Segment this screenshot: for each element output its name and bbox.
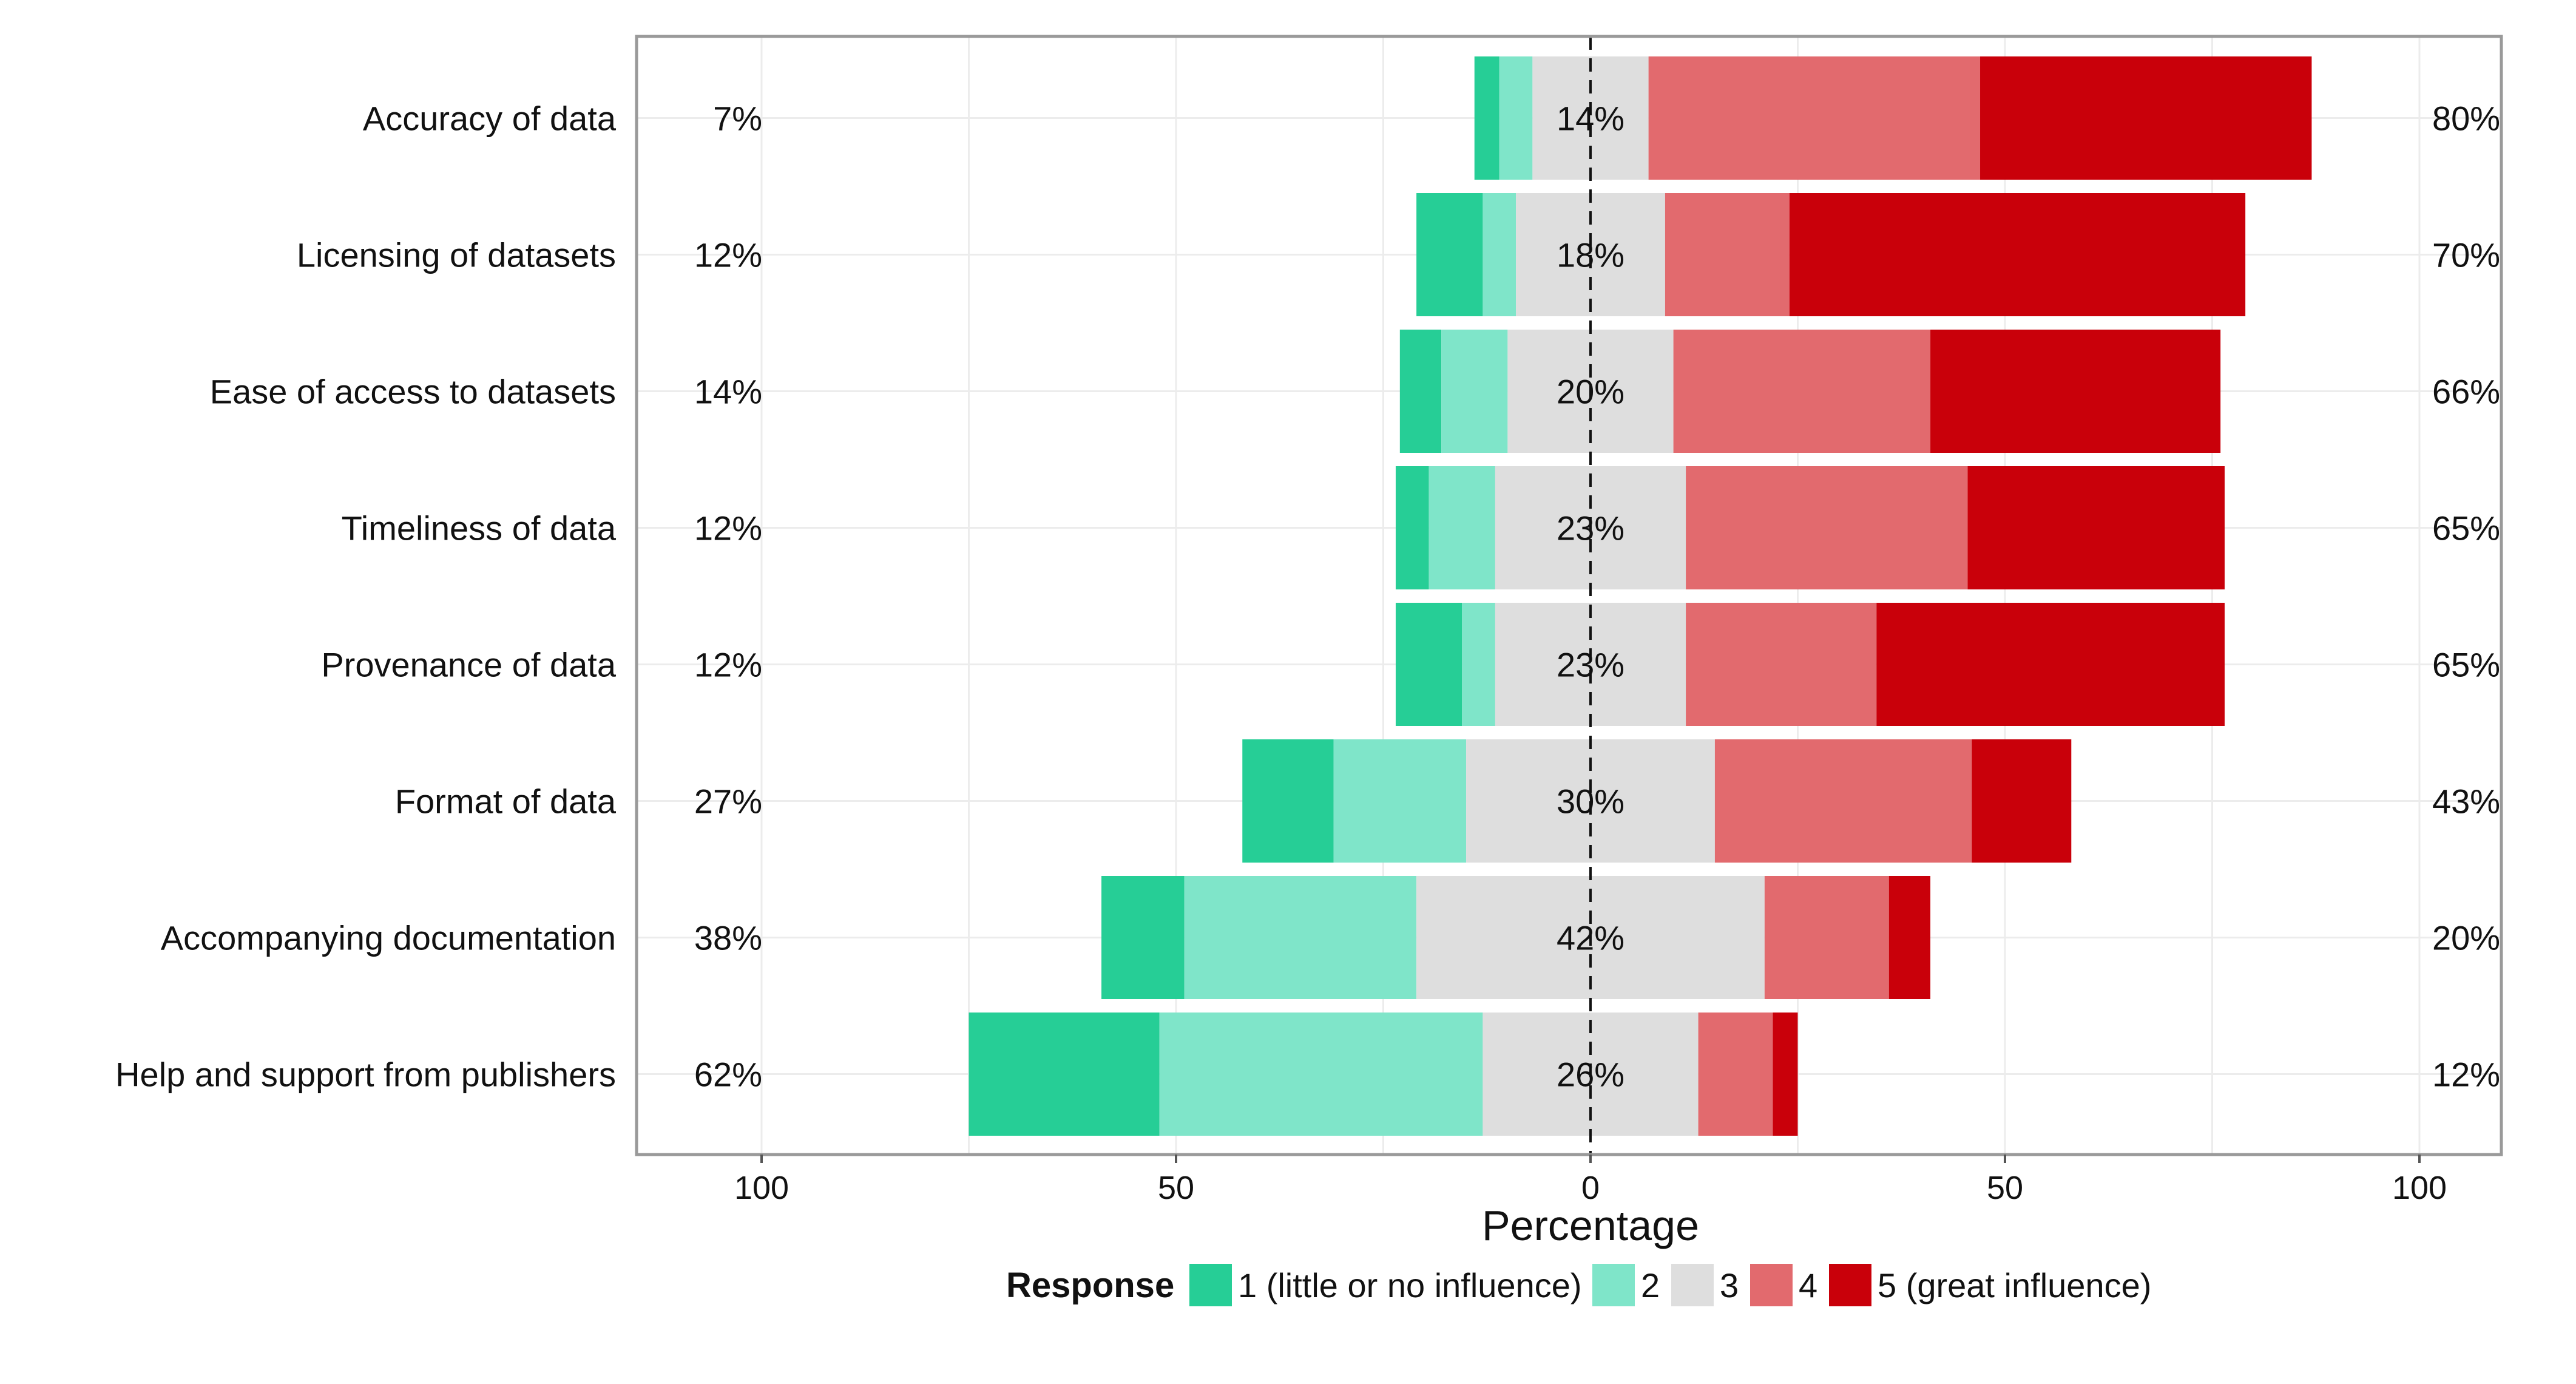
left-percent-label: 38% — [694, 919, 762, 957]
right-percent-label: 12% — [2432, 1056, 2500, 1094]
bar-segment-4 — [1648, 56, 1981, 180]
x-axis-title: Percentage — [1482, 1202, 1699, 1249]
right-percent-label: 66% — [2432, 373, 2500, 411]
bar-segment-2 — [1184, 876, 1417, 999]
bar-segment-1 — [1416, 193, 1483, 316]
bar-segment-3 — [1532, 56, 1649, 180]
bar-segment-2 — [1441, 330, 1508, 453]
center-percent-label: 14% — [1557, 100, 1624, 138]
bar-segment-5 — [1773, 1013, 1798, 1136]
category-label: Accompanying documentation — [161, 919, 616, 957]
legend-label: 1 (little or no influence) — [1238, 1266, 1582, 1304]
bar-layer — [969, 56, 2312, 1136]
center-percent-label: 26% — [1557, 1056, 1624, 1094]
bar-segment-2 — [1428, 466, 1495, 589]
right-percent-label: 70% — [2432, 236, 2500, 274]
legend-label: 5 (great influence) — [1878, 1266, 2151, 1304]
bar-segment-1 — [1395, 466, 1429, 589]
left-percent-label: 12% — [694, 509, 762, 548]
left-percent-label: 27% — [694, 782, 762, 821]
legend-swatch — [1189, 1264, 1232, 1306]
category-label: Licensing of datasets — [297, 236, 616, 274]
bar-segment-4 — [1686, 603, 1877, 726]
bar-segment-4 — [1698, 1013, 1773, 1136]
bar-segment-4 — [1714, 739, 1972, 863]
legend: Response 1 (little or no influence) 2 3 4 5 (… — [1006, 1264, 2151, 1306]
bar-segment-3 — [1495, 603, 1686, 726]
x-tick-label: 50 — [1158, 1170, 1194, 1206]
bar-segment-5 — [1876, 603, 2225, 726]
panel-border — [635, 35, 2503, 1156]
legend-swatch — [1592, 1264, 1635, 1306]
bar-segment-4 — [1673, 330, 1931, 453]
bar-segment-5 — [1980, 56, 2312, 180]
x-tick-label: 50 — [1987, 1170, 2023, 1206]
legend-title: Response — [1006, 1266, 1174, 1305]
category-label: Provenance of data — [321, 646, 617, 684]
bar-segment-1 — [1101, 876, 1185, 999]
bar-segment-2 — [1159, 1013, 1483, 1136]
bar-segment-1 — [1395, 603, 1462, 726]
bar-segment-4 — [1764, 876, 1889, 999]
center-percent-label: 30% — [1557, 782, 1624, 821]
category-label: Accuracy of data — [363, 100, 617, 138]
legend-label: 4 — [1799, 1266, 1817, 1304]
bar-segment-1 — [1474, 56, 1499, 180]
bar-segment-5 — [1789, 193, 2246, 316]
bar-segment-2 — [1499, 56, 1533, 180]
right-percent-label: 65% — [2432, 646, 2500, 684]
bar-segment-5 — [1930, 330, 2221, 453]
legend-swatch — [1671, 1264, 1714, 1306]
right-percent-label: 65% — [2432, 509, 2500, 548]
left-percent-label: 12% — [694, 236, 762, 274]
bar-segment-5 — [1972, 739, 2072, 863]
right-percent-label: 80% — [2432, 100, 2500, 138]
legend-swatch — [1750, 1264, 1793, 1306]
bar-segment-5 — [1967, 466, 2225, 589]
category-label: Format of data — [395, 782, 617, 821]
bar-segment-1 — [969, 1013, 1160, 1136]
legend-swatch — [1829, 1264, 1871, 1306]
center-percent-label: 20% — [1557, 373, 1624, 411]
x-tick-label: 100 — [2392, 1170, 2447, 1206]
category-label: Ease of access to datasets — [210, 373, 616, 411]
category-label: Help and support from publishers — [115, 1056, 616, 1094]
right-percent-label: 43% — [2432, 782, 2500, 821]
center-percent-label: 18% — [1557, 236, 1624, 274]
legend-label: 2 — [1641, 1266, 1660, 1304]
bar-segment-4 — [1686, 466, 1968, 589]
bar-segment-4 — [1665, 193, 1790, 316]
left-percent-label: 62% — [694, 1056, 762, 1094]
center-percent-label: 23% — [1557, 509, 1624, 548]
category-label: Timeliness of data — [342, 509, 617, 548]
bar-segment-5 — [1888, 876, 1931, 999]
x-tick-label: 100 — [734, 1170, 789, 1206]
legend-label: 3 — [1720, 1266, 1739, 1304]
bar-segment-2 — [1333, 739, 1467, 863]
right-percent-label: 20% — [2432, 919, 2500, 957]
left-percent-label: 14% — [694, 373, 762, 411]
x-tick-label: 0 — [1581, 1170, 1600, 1206]
label-layer: Accuracy of data 7% 14% 80% Licensing of dat… — [115, 100, 2500, 1094]
bar-segment-2 — [1482, 193, 1516, 316]
x-axis: 100 50 0 50 100 — [734, 1155, 2447, 1206]
left-percent-label: 12% — [694, 646, 762, 684]
bar-segment-1 — [1399, 330, 1442, 453]
left-percent-label: 7% — [713, 100, 762, 138]
center-percent-label: 23% — [1557, 646, 1624, 684]
bar-segment-2 — [1462, 603, 1495, 726]
bar-segment-1 — [1242, 739, 1334, 863]
center-percent-label: 42% — [1557, 919, 1624, 957]
